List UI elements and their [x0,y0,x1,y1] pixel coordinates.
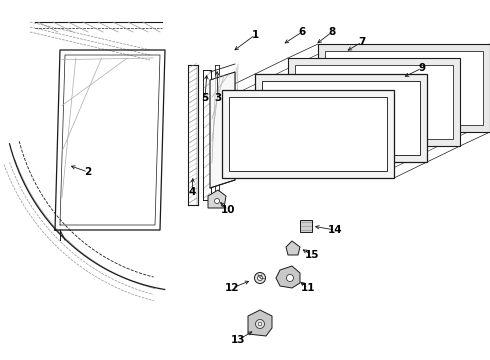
Text: 14: 14 [328,225,343,235]
Text: 10: 10 [221,205,235,215]
Circle shape [258,322,262,326]
Polygon shape [222,90,394,178]
Text: 15: 15 [305,250,319,260]
Circle shape [255,320,265,328]
Text: 4: 4 [188,187,196,197]
Polygon shape [208,190,226,208]
Polygon shape [248,310,272,336]
Text: 11: 11 [301,283,315,293]
Circle shape [215,198,220,203]
Polygon shape [286,241,300,255]
Text: 8: 8 [328,27,336,37]
Polygon shape [300,220,312,232]
Text: 6: 6 [298,27,306,37]
Text: 5: 5 [201,93,209,103]
Polygon shape [255,74,427,162]
Text: 12: 12 [225,283,239,293]
Polygon shape [295,65,453,139]
Text: 2: 2 [84,167,92,177]
Text: 13: 13 [231,335,245,345]
Text: 1: 1 [251,30,259,40]
Polygon shape [288,58,460,146]
Circle shape [254,273,266,284]
Polygon shape [276,266,300,288]
Text: 7: 7 [358,37,366,47]
Polygon shape [325,51,483,125]
Circle shape [287,275,294,282]
Text: 9: 9 [418,63,425,73]
Polygon shape [229,97,387,171]
Text: 3: 3 [215,93,221,103]
Polygon shape [318,44,490,132]
Circle shape [258,275,263,280]
Polygon shape [210,72,235,188]
Polygon shape [262,81,420,155]
